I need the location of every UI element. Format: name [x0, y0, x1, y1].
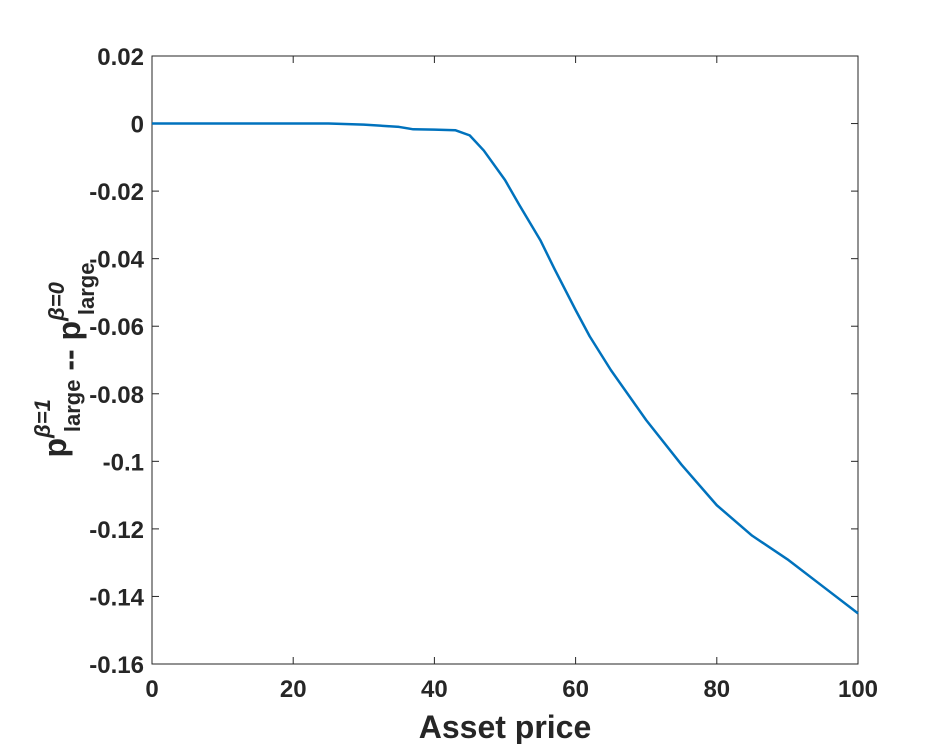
y-axis-label: pβ=1 large -- pβ=0 large: [30, 263, 99, 458]
y-label-sub: large: [60, 380, 85, 433]
y-label-sup: β=1: [30, 399, 55, 439]
y-tick-label: -0.1: [103, 449, 144, 476]
plot-frame: [151, 55, 859, 665]
x-axis-label: Asset price: [419, 709, 592, 744]
y-tick-label: -0.02: [89, 179, 144, 206]
y-tick-label: -0.08: [89, 382, 144, 409]
y-label-text: --: [51, 340, 87, 379]
data-line: [152, 122, 859, 615]
y-label-sup: β=0: [44, 281, 69, 322]
x-tick-label: 20: [280, 676, 307, 703]
y-tick-label: -0.12: [89, 517, 144, 544]
y-tick-label: -0.16: [89, 652, 144, 679]
y-tick-label: 0.02: [97, 44, 144, 71]
y-tick-label: -0.04: [89, 247, 144, 274]
x-tick-label: 60: [562, 676, 589, 703]
y-tick-label: -0.06: [89, 314, 144, 341]
y-label-text: p: [37, 438, 73, 458]
y-label-sub: large: [74, 263, 99, 316]
x-tick-label: 40: [421, 676, 448, 703]
x-tick-label: 100: [838, 676, 878, 703]
y-tick-label: -0.14: [89, 584, 144, 611]
x-tick-label: 0: [145, 676, 158, 703]
x-tick-label: 80: [703, 676, 730, 703]
y-label-text: p: [51, 321, 87, 341]
y-tick-label: 0: [131, 112, 144, 139]
